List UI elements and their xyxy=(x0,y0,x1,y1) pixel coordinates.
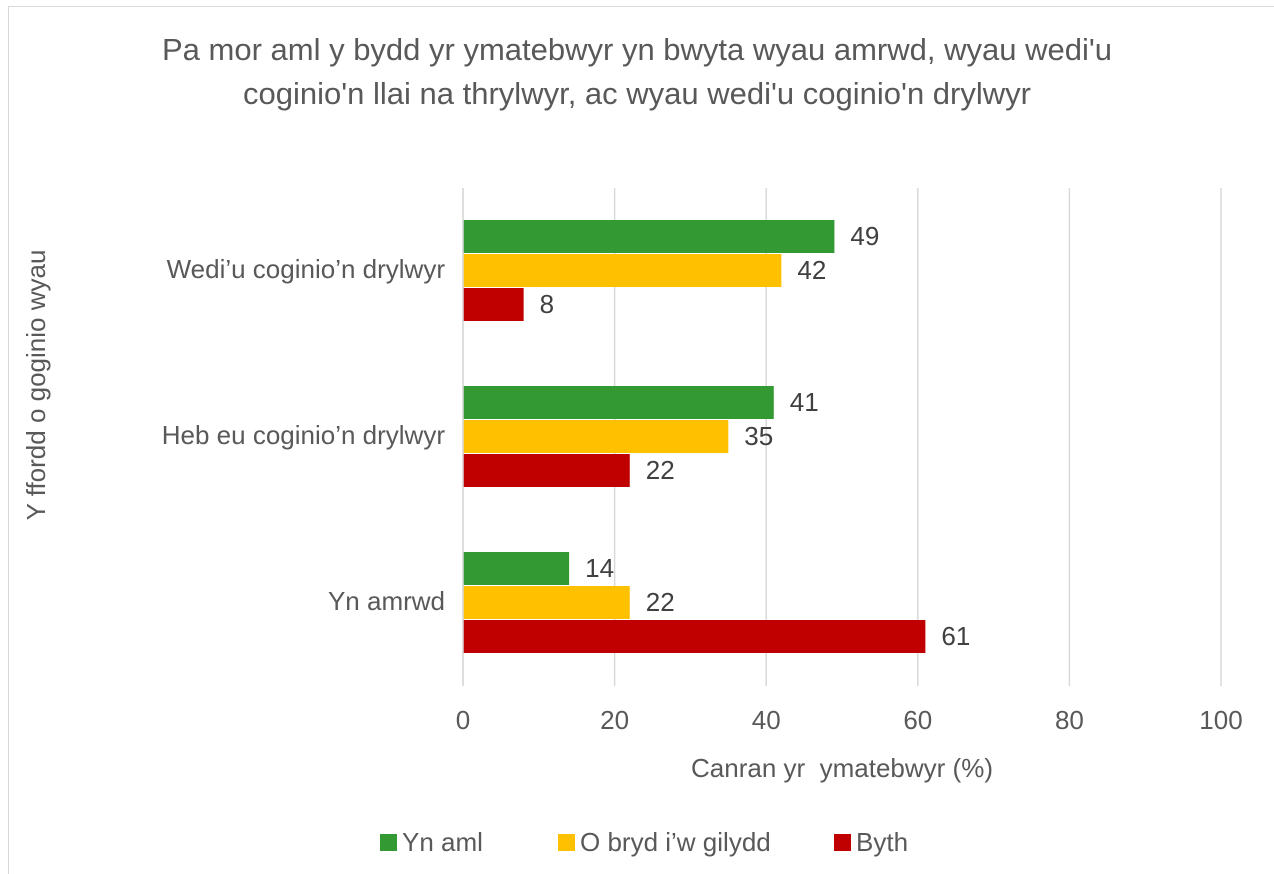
data-label: 8 xyxy=(540,289,554,319)
legend-swatch xyxy=(558,834,575,851)
y-tick-label: Yn amrwd xyxy=(328,586,445,616)
x-tick-label: 20 xyxy=(600,705,629,735)
data-label: 14 xyxy=(585,553,614,583)
bar xyxy=(463,420,729,453)
bar xyxy=(463,552,570,585)
y-tick-label: Wedi’u coginio’n drylwyr xyxy=(167,254,446,284)
bar xyxy=(463,220,835,253)
chart-title: Pa mor aml y bydd yr ymatebwyr yn bwyta … xyxy=(161,32,1113,111)
data-label: 41 xyxy=(790,387,819,417)
x-tick-label: 100 xyxy=(1199,705,1242,735)
y-tick-label: Heb eu coginio’n drylwyr xyxy=(162,420,446,450)
data-label: 22 xyxy=(646,587,675,617)
legend-swatch xyxy=(834,834,851,851)
legend-label: Byth xyxy=(856,827,908,857)
y-axis-title: Y ffordd o goginio wyau xyxy=(21,250,51,521)
x-tick-label: 0 xyxy=(456,705,470,735)
bar xyxy=(463,254,782,287)
data-label: 42 xyxy=(797,255,826,285)
bar xyxy=(463,620,926,653)
legend-swatch xyxy=(380,834,397,851)
bar xyxy=(463,386,774,419)
legend-label: Yn aml xyxy=(402,827,483,857)
x-axis-title: Canran yr ymatebwyr (%) xyxy=(691,753,993,783)
bar xyxy=(463,454,630,487)
x-tick-label: 80 xyxy=(1055,705,1084,735)
data-label: 61 xyxy=(941,621,970,651)
chart-border xyxy=(8,6,1274,874)
data-label: 35 xyxy=(744,421,773,451)
data-label: 22 xyxy=(646,455,675,485)
bar xyxy=(463,288,524,321)
x-tick-label: 40 xyxy=(752,705,781,735)
bar xyxy=(463,586,630,619)
data-label: 49 xyxy=(850,221,879,251)
legend-label: O bryd i’w gilydd xyxy=(580,827,771,857)
x-tick-label: 60 xyxy=(903,705,932,735)
